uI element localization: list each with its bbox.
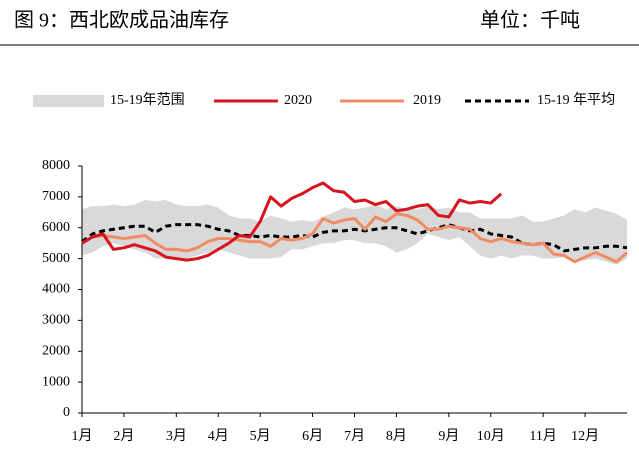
x-tick-label: 7月 xyxy=(344,428,365,444)
legend-label: 15-19 年平均 xyxy=(537,92,615,108)
x-tick-label: 4月 xyxy=(208,428,229,444)
x-tick-label: 5月 xyxy=(250,428,271,444)
chart-title: 图 9：西北欧成品油库存 xyxy=(14,9,229,32)
legend-label: 15-19年范围 xyxy=(110,91,185,108)
y-tick-label: 5000 xyxy=(42,251,70,266)
x-tick-label: 6月 xyxy=(302,428,323,444)
x-tick-label: 2月 xyxy=(113,428,134,444)
y-tick-label: 6000 xyxy=(42,220,70,235)
y-tick-label: 0 xyxy=(63,405,70,420)
y-tick-label: 1000 xyxy=(42,374,70,389)
y-tick-label: 4000 xyxy=(42,282,70,297)
y-tick-label: 3000 xyxy=(42,313,70,328)
series-line xyxy=(81,181,503,262)
legend-swatch xyxy=(33,95,104,107)
x-tick-label: 1月 xyxy=(72,428,93,444)
legend-label: 2020 xyxy=(284,93,312,108)
y-tick-label: 8000 xyxy=(42,158,70,173)
x-tick-label: 10月 xyxy=(477,428,505,444)
x-tick-label: 11月 xyxy=(529,428,556,444)
x-tick-label: 8月 xyxy=(386,428,407,444)
y-tick-label: 2000 xyxy=(42,343,70,358)
series-line xyxy=(81,212,628,264)
legend-label: 2019 xyxy=(413,93,441,108)
unit-label: 单位：千吨 xyxy=(480,9,580,32)
x-tick-label: 9月 xyxy=(438,428,459,444)
x-tick-label: 12月 xyxy=(571,428,599,444)
y-tick-label: 7000 xyxy=(42,189,70,204)
x-tick-label: 3月 xyxy=(166,428,187,444)
